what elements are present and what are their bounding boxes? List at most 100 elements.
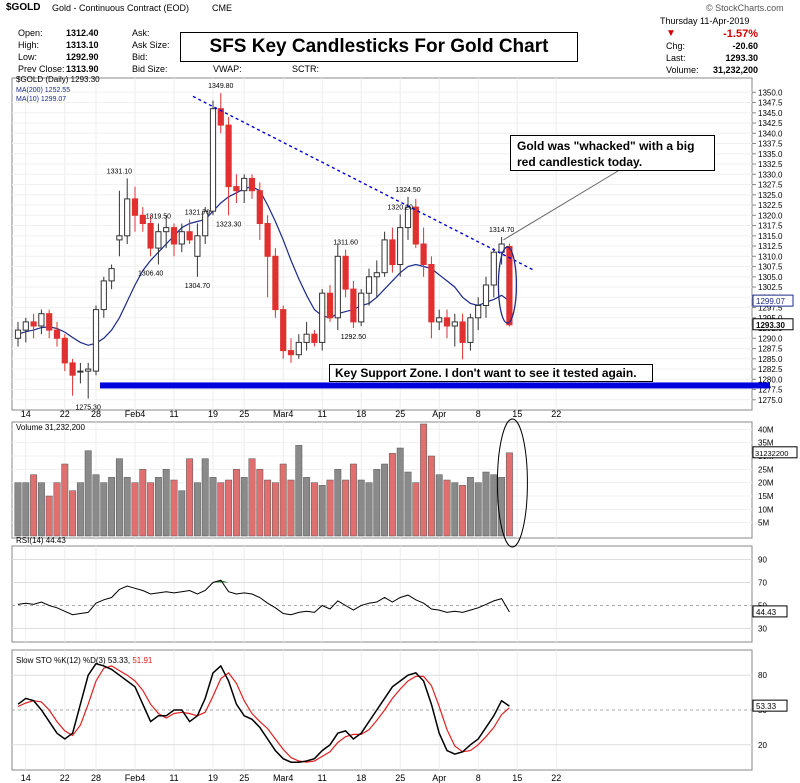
- candle: [428, 256, 435, 339]
- vwap-label: VWAP:: [213, 64, 242, 74]
- candle: [217, 93, 224, 134]
- candle-body: [139, 214, 146, 225]
- candle: [295, 334, 302, 359]
- x-tick-label: 18: [356, 773, 366, 783]
- candle-body: [404, 206, 412, 229]
- x-tick-label: 22: [551, 773, 561, 783]
- ask-label: Ask:: [132, 28, 150, 38]
- candle-body: [303, 333, 310, 343]
- volume-bar: [178, 490, 186, 537]
- volume-bar: [248, 458, 256, 537]
- volume-bar: [349, 463, 357, 537]
- pct-change: -1.57%: [723, 28, 758, 40]
- candle: [319, 289, 326, 351]
- sto-legend: Slow STO %K(12) %D(3) 53.33, 51.91: [16, 656, 153, 665]
- volume-bar: [365, 482, 373, 537]
- volume-bar: [381, 463, 389, 537]
- volume-bar: [154, 477, 162, 537]
- volume-bar: [427, 455, 435, 537]
- price-tick-label: 1340.0: [758, 129, 783, 138]
- volume-bar: [225, 479, 233, 537]
- candle: [147, 215, 154, 257]
- volume-bar: [115, 458, 123, 537]
- volume-bar: [443, 479, 451, 537]
- rsi-value-label: 44.43: [756, 608, 777, 617]
- candle-body: [365, 276, 373, 294]
- candle-body: [436, 317, 443, 323]
- x-tick-label: 19: [208, 773, 218, 783]
- price-annotation: 1349.80: [208, 83, 233, 90]
- candle: [490, 248, 497, 298]
- chart-title: SFS Key Candlesticks For Gold Chart: [180, 32, 578, 62]
- sto-tick-label: 20: [758, 741, 767, 750]
- volume-bar: [482, 471, 490, 537]
- x-tick-label: 11: [169, 773, 178, 783]
- volume-bar: [287, 479, 295, 537]
- candle-body: [209, 108, 217, 212]
- open-value: 1312.40: [66, 28, 99, 38]
- candle: [404, 196, 412, 240]
- volume-bar: [123, 477, 131, 537]
- price-annotation: 1324.50: [395, 187, 420, 194]
- candle: [475, 297, 482, 331]
- candle-body: [225, 124, 232, 188]
- price-tick-label: 1290.0: [758, 334, 783, 343]
- volume-bar: [451, 482, 459, 537]
- x-tick-label: Feb4: [125, 773, 146, 783]
- candle: [100, 276, 107, 318]
- support-zone-line: [100, 382, 770, 389]
- candle: [85, 362, 92, 399]
- volume-bar: [303, 477, 311, 537]
- candle-body: [194, 235, 201, 257]
- price-tick-label: 1275.0: [758, 396, 783, 405]
- price-annotation: 1275.30: [76, 405, 101, 412]
- candle-body: [108, 268, 115, 282]
- candle: [116, 190, 123, 257]
- candle-body: [443, 317, 451, 327]
- x-tick-label: 19: [208, 409, 218, 419]
- volume-bar: [334, 469, 342, 537]
- x-tick-label: 25: [239, 409, 249, 419]
- candle: [178, 223, 185, 253]
- candle-body: [92, 309, 100, 372]
- candle-body: [459, 321, 466, 343]
- candle: [311, 330, 318, 347]
- candle: [186, 219, 193, 244]
- x-tick-label: 22: [551, 409, 561, 419]
- ma10-value-label: 1299.07: [756, 297, 785, 306]
- volume-bar: [412, 482, 420, 537]
- volume-bar: [310, 482, 318, 537]
- volume-tick-label: 20M: [758, 479, 774, 488]
- volume-bar: [201, 458, 209, 537]
- price-tick-label: 1287.5: [758, 345, 783, 354]
- volume-bar: [240, 477, 248, 537]
- price-tick-label: 1302.5: [758, 283, 783, 292]
- volume-bar: [108, 477, 116, 537]
- candle-body: [155, 231, 162, 249]
- volume-bar: [84, 450, 92, 537]
- rsi-tick-label: 30: [758, 625, 767, 634]
- volume-bar: [162, 469, 170, 537]
- volume-bar: [342, 479, 350, 537]
- candle: [163, 215, 170, 249]
- candle-body: [163, 227, 170, 233]
- volume-bar: [256, 469, 264, 537]
- symbol: $GOLD: [6, 2, 41, 13]
- candle: [248, 174, 256, 199]
- candle-body: [506, 245, 513, 326]
- volume-bar: [209, 477, 217, 537]
- candle-body: [30, 321, 37, 327]
- candle-body: [124, 198, 131, 237]
- volume-bar: [318, 485, 326, 537]
- sto-value-label: 53.33: [756, 702, 777, 711]
- candle: [46, 309, 53, 339]
- candle: [53, 321, 61, 347]
- candle-body: [272, 255, 279, 311]
- volume-bar: [435, 474, 443, 537]
- rsi-value-box: [752, 605, 788, 618]
- volume-bar: [271, 482, 279, 537]
- candle: [358, 289, 365, 326]
- price-tick-label: 1322.5: [758, 201, 783, 210]
- volume-highlight-ellipse: [496, 418, 528, 548]
- candle: [280, 305, 287, 359]
